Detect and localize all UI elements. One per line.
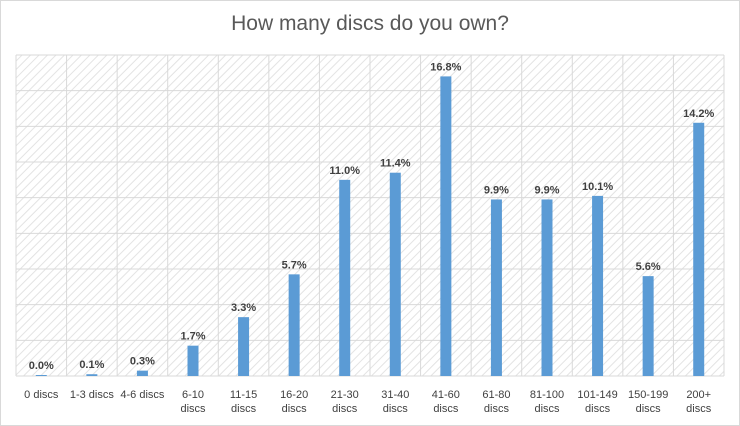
data-label: 5.6%: [636, 261, 661, 273]
data-label: 16.8%: [430, 61, 461, 73]
x-tick-label: 11-15: [230, 389, 257, 401]
data-label: 10.1%: [582, 181, 613, 193]
data-label: 9.9%: [534, 184, 559, 196]
x-tick-label: discs: [231, 403, 257, 415]
x-tick-label: 81-100: [530, 389, 564, 401]
x-tick-label: 1-3 discs: [70, 389, 115, 401]
data-label: 11.4%: [380, 158, 411, 170]
x-tick-label: discs: [383, 403, 409, 415]
bar: [490, 199, 502, 376]
x-tick-label: 31-40: [381, 389, 409, 401]
x-tick-label: discs: [282, 403, 308, 415]
data-label: 0.0%: [29, 360, 54, 372]
bar: [86, 374, 98, 376]
bar: [592, 195, 604, 376]
bar: [642, 276, 654, 376]
x-tick-label: discs: [585, 403, 611, 415]
data-label: 14.2%: [683, 108, 714, 120]
x-tick-label: 41-60: [432, 389, 460, 401]
x-tick-label: 21-30: [331, 389, 359, 401]
x-tick-label: 200+: [686, 389, 711, 401]
x-tick-label: discs: [534, 403, 560, 415]
x-tick-label: discs: [180, 403, 206, 415]
x-axis-labels: 0 discs 1-3 discs 4-6 discs 6-10 discs 11-15 d…: [24, 389, 712, 415]
x-tick-label: discs: [636, 403, 662, 415]
bar: [136, 370, 148, 376]
x-tick-label: discs: [332, 403, 358, 415]
data-labels: 0.0% 0.1% 0.3% 1.7% 3.3% 5.7% 11.0% 11.4% 16.8% 9…: [29, 61, 715, 372]
bar: [35, 375, 47, 376]
x-tick-label: discs: [686, 403, 712, 415]
bar-series: [35, 76, 705, 377]
bar: [238, 317, 250, 376]
bar: [389, 172, 401, 376]
data-label: 11.0%: [329, 165, 360, 177]
x-tick-label: 16-20: [280, 389, 308, 401]
x-tick-label: discs: [484, 403, 510, 415]
data-label: 1.7%: [180, 331, 205, 343]
x-tick-label: 150-199: [628, 389, 668, 401]
x-tick-label: 6-10: [182, 389, 204, 401]
data-label: 0.1%: [79, 359, 104, 371]
bar: [440, 76, 452, 377]
bar: [288, 274, 300, 376]
chart-title: How many discs do you own?: [231, 12, 509, 35]
x-tick-label: discs: [433, 403, 459, 415]
x-tick-label: 4-6 discs: [120, 389, 165, 401]
x-tick-label: 61-80: [482, 389, 510, 401]
x-tick-label: 101-149: [577, 389, 617, 401]
data-label: 9.9%: [484, 184, 509, 196]
bar: [541, 199, 553, 376]
bar: [187, 345, 199, 376]
x-tick-label: 0 discs: [24, 389, 59, 401]
bar: [693, 122, 705, 377]
data-label: 3.3%: [231, 302, 256, 314]
bar: [339, 179, 351, 376]
data-label: 0.3%: [130, 356, 155, 368]
gridlines: [15, 54, 725, 377]
data-label: 5.7%: [282, 259, 307, 271]
